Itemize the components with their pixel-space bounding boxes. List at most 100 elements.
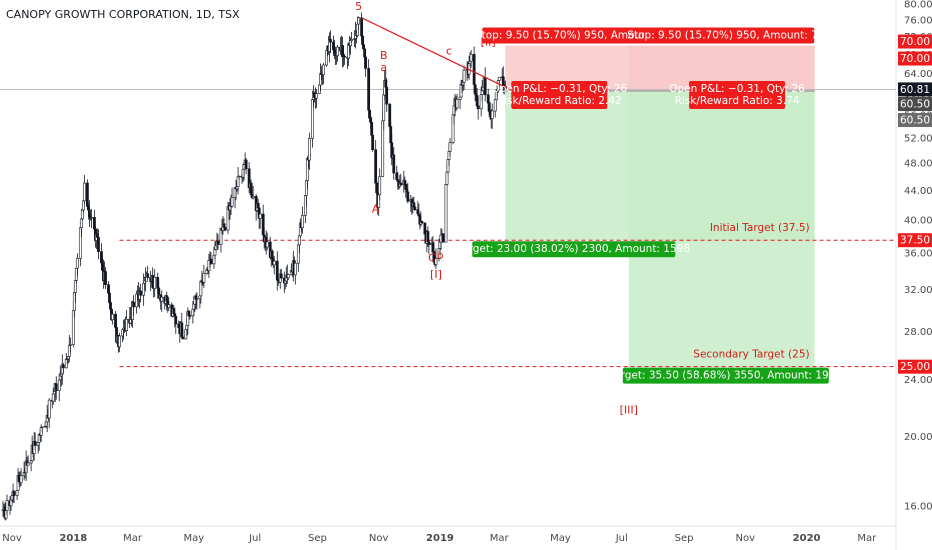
price-badge-4: 60.50 <box>898 113 932 128</box>
level-badge-bg <box>898 233 932 248</box>
candle-body <box>286 274 290 279</box>
candle-body <box>329 39 332 43</box>
y-tick-label: 64.00 <box>904 69 932 80</box>
candle-body <box>483 77 487 96</box>
y-tick-label: 28.00 <box>904 327 932 338</box>
price-badge-bg <box>898 97 932 112</box>
candle-body <box>111 313 114 320</box>
price-badge-bg <box>898 34 932 49</box>
target-zone-1 <box>628 91 815 367</box>
candle-body <box>139 290 143 296</box>
candle-body <box>97 237 100 252</box>
target-level-label-0: Initial Target (37.5) <box>710 222 810 234</box>
x-tick-label: May <box>184 533 205 544</box>
candle-body <box>68 344 72 346</box>
price-badge-text: 60.50 <box>900 99 930 111</box>
candle-body <box>490 110 494 119</box>
price-badge-text: 60.81 <box>900 84 930 96</box>
wave-label-7: c <box>446 45 452 58</box>
candle-body <box>47 399 51 419</box>
target-label-1: Target: 23.00 (38.02%) 2300, Amount: 159… <box>456 241 690 258</box>
x-tick-label: 2018 <box>59 533 87 544</box>
wave-label-1: B <box>380 49 388 62</box>
wave-label-2: a <box>380 61 387 74</box>
candle-body <box>82 182 86 202</box>
level-badge-text: 25.00 <box>900 361 930 373</box>
candle-body <box>455 99 459 109</box>
target-level-label-1: Secondary Target (25) <box>693 349 809 361</box>
y-tick-label: 52.00 <box>904 134 932 145</box>
candle-body <box>57 379 61 391</box>
price-badge-1: 70.00 <box>898 51 932 66</box>
wave-label-0: 5 <box>355 0 362 13</box>
pnl-badge-1-bg <box>511 81 608 110</box>
candle-body <box>392 154 396 174</box>
x-tick-label: Nov <box>2 533 22 544</box>
candle-body <box>40 426 44 429</box>
stop-label-1-text: Stop: 9.50 (15.70%) 950, Amount: <box>475 30 656 42</box>
candle-body <box>26 462 30 466</box>
y-tick-label: 48.00 <box>904 159 932 170</box>
candle-body <box>434 258 438 265</box>
pnl-badge-1-text: Open P&L: −0.31, Qty: 26 <box>491 83 627 95</box>
level-badge-text: 37.50 <box>900 235 930 247</box>
candle-body <box>230 197 234 207</box>
candle-body <box>90 217 93 219</box>
candle-body <box>445 171 449 185</box>
candle-body <box>369 117 373 123</box>
price-badge-text: 70.00 <box>900 36 930 48</box>
candle-body <box>104 271 107 286</box>
wave-label-5: b <box>436 249 443 262</box>
level-badge-bg <box>898 359 932 374</box>
candle-body <box>202 273 206 283</box>
candle-body <box>125 318 128 332</box>
price-badge-bg <box>898 51 932 66</box>
price-badge-2: 60.81 <box>898 82 932 97</box>
x-tick-label: Mar <box>490 533 510 544</box>
stop-label-2: Stop: 9.50 (15.70%) 950, Amount: 753 <box>627 27 831 44</box>
candle-body <box>441 233 445 243</box>
candle-body <box>420 221 424 224</box>
candle-body <box>406 191 410 202</box>
price-badge-text: 60.50 <box>900 115 930 127</box>
wave-label-3: A <box>372 202 380 215</box>
x-tick-label: Mar <box>123 533 143 544</box>
candle-body <box>315 93 318 99</box>
candle-body <box>497 76 501 81</box>
stop-label-2-bg <box>644 27 815 44</box>
price-badge-bg <box>898 113 932 128</box>
x-tick-label: 2020 <box>793 533 821 544</box>
x-tick-label: May <box>550 533 571 544</box>
candle-body <box>54 383 58 391</box>
candle-body <box>174 316 178 325</box>
pnl-badge-1-text: Risk/Reward Ratio: 2.42 <box>497 95 622 107</box>
target-label-1-text: Target: 23.00 (38.02%) 2300, Amount: 159… <box>456 243 690 255</box>
candle-body <box>293 262 297 276</box>
candle-body <box>181 336 185 340</box>
candle-body <box>350 39 353 41</box>
candle-body <box>272 260 276 266</box>
candle-body <box>357 17 361 25</box>
candle-body <box>251 196 255 199</box>
price-badge-bg <box>898 82 932 97</box>
x-tick-label: 2019 <box>426 533 454 544</box>
candle-body <box>469 54 473 62</box>
candle-body <box>15 490 19 496</box>
candle-body <box>399 182 403 186</box>
price-badge-3: 60.50 <box>898 97 932 112</box>
pnl-badge-2-bg <box>689 81 786 110</box>
candle-body <box>61 364 65 369</box>
wave-label-9: [III] <box>620 404 638 417</box>
candle-body <box>209 258 213 265</box>
x-tick-label: Sep <box>308 533 327 544</box>
candle-body <box>237 175 241 178</box>
candle-body <box>153 276 157 289</box>
candle-body <box>336 46 339 57</box>
target-label-2-text: Target: 35.50 (58.68%) 3550, Amount: 192… <box>609 370 843 382</box>
candle-body <box>75 258 79 269</box>
candles <box>1 12 507 521</box>
candle-body <box>19 475 23 484</box>
candle-body <box>265 241 269 248</box>
candle-body <box>85 182 89 207</box>
